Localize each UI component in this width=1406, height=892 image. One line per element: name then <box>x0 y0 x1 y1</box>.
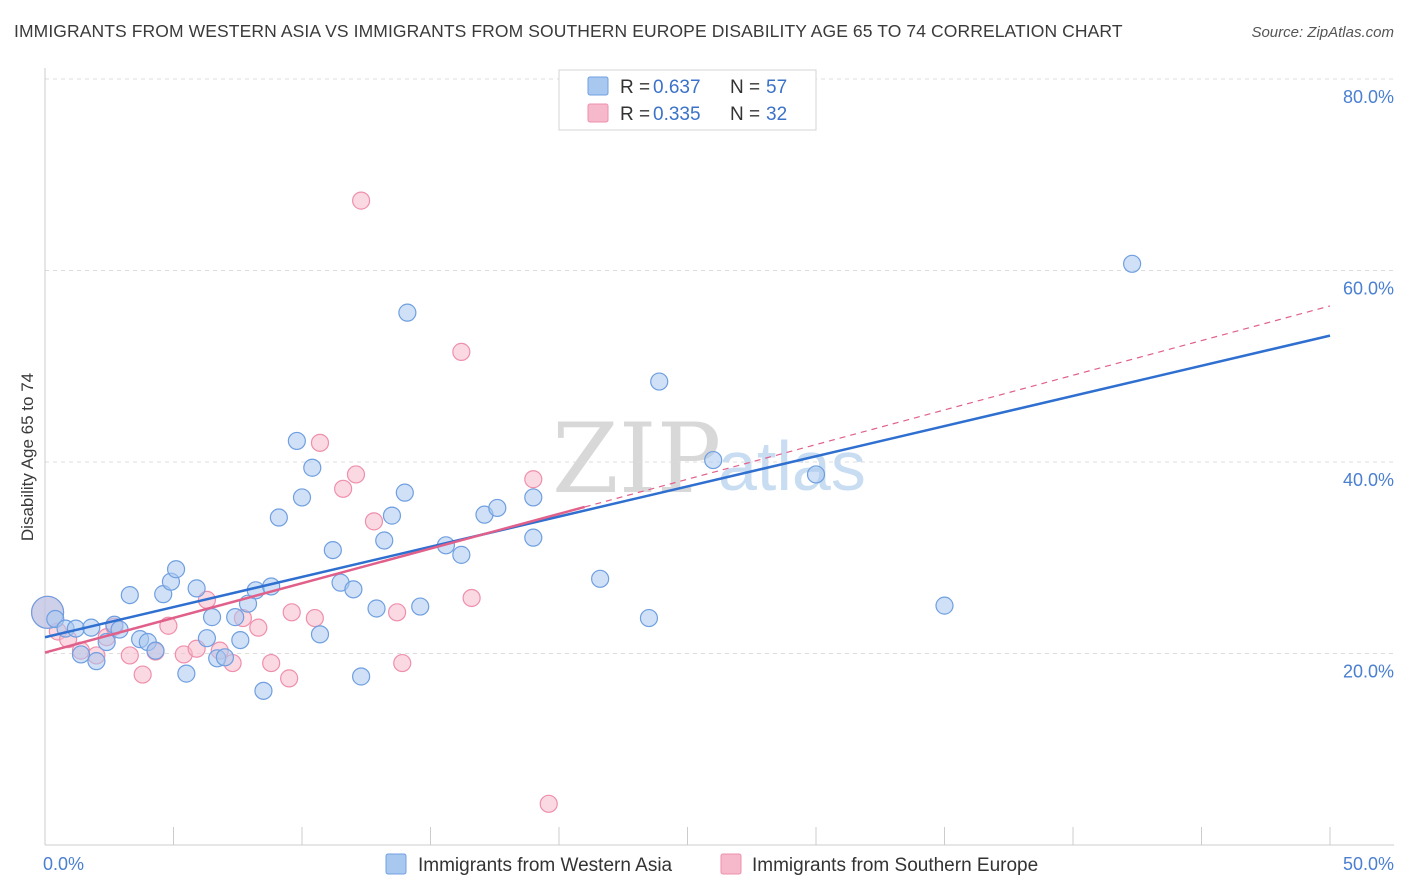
bottom-legend-pink-label: Immigrants from Southern Europe <box>752 855 1038 876</box>
data-point <box>262 653 281 673</box>
grid-lines <box>45 78 1394 654</box>
legend-blue-r-label: R = <box>620 77 655 98</box>
data-point <box>591 569 610 588</box>
data-point <box>231 630 250 650</box>
y-tick-label: 20.0% <box>1343 662 1394 682</box>
data-point <box>310 433 330 452</box>
data-point <box>120 646 139 665</box>
data-point <box>254 681 273 700</box>
data-point <box>71 645 91 664</box>
legend-pink-r-label: R = <box>620 104 655 125</box>
data-point <box>344 580 363 599</box>
data-point <box>387 603 407 622</box>
data-point <box>269 508 288 527</box>
data-point <box>280 669 299 688</box>
data-point <box>393 653 412 673</box>
data-point <box>524 488 543 507</box>
x-tick-label-max: 50.0% <box>1343 854 1394 874</box>
data-point <box>352 667 371 686</box>
legend-pink-swatch <box>587 103 609 123</box>
x-tick-label-min: 0.0% <box>43 854 84 874</box>
bottom-legend-blue-swatch <box>385 853 407 875</box>
data-point <box>187 579 206 598</box>
data-point <box>146 641 165 660</box>
data-point <box>292 488 312 507</box>
legend-blue-r-value: 0.637 <box>653 77 701 98</box>
data-point <box>452 545 471 564</box>
data-point <box>133 665 152 684</box>
legend-blue-swatch <box>587 76 609 96</box>
data-point <box>375 531 394 550</box>
data-point <box>704 450 723 470</box>
data-point <box>120 585 139 605</box>
data-point <box>197 629 217 648</box>
data-point <box>524 528 543 547</box>
data-point <box>303 458 322 477</box>
y-axis-label: Disability Age 65 to 74 <box>18 373 37 541</box>
bottom-legend-blue-label: Immigrants from Western Asia <box>418 855 673 876</box>
watermark-atlas: atlas <box>718 427 866 505</box>
data-point <box>346 465 366 484</box>
data-point <box>382 506 402 525</box>
data-point <box>305 608 324 628</box>
data-point <box>364 512 384 531</box>
data-point <box>226 608 245 627</box>
data-point <box>202 608 222 627</box>
data-point <box>282 603 301 622</box>
data-point <box>650 372 669 391</box>
data-point <box>806 465 826 484</box>
source-credit: Source: ZipAtlas.com <box>1251 24 1394 41</box>
bottom-legend-pink-swatch <box>720 853 742 875</box>
data-point <box>287 431 306 451</box>
watermark-zip: ZIP <box>552 403 721 515</box>
stats-legend: R = 0.637 N = 57 R = 0.335 N = 32 <box>558 69 817 131</box>
chart-title: IMMIGRANTS FROM WESTERN ASIA VS IMMIGRAN… <box>14 21 1123 41</box>
data-point <box>166 560 186 579</box>
data-point <box>352 191 371 210</box>
data-point <box>411 597 430 616</box>
data-point <box>488 498 507 518</box>
trend-lines <box>44 305 1331 654</box>
y-tick-label: 60.0% <box>1343 279 1394 299</box>
legend-blue-n-label: N = <box>730 77 765 98</box>
data-point <box>177 664 196 683</box>
legend-pink-n-value: 32 <box>766 104 787 125</box>
data-point <box>334 479 353 498</box>
y-tick-label: 80.0% <box>1343 87 1394 107</box>
data-point <box>1123 254 1142 273</box>
data-point <box>215 648 234 667</box>
data-point <box>539 794 558 813</box>
legend-pink-n-label: N = <box>730 104 765 125</box>
data-point <box>249 618 268 637</box>
data-point <box>398 303 417 322</box>
data-point <box>462 588 481 608</box>
axes <box>44 68 1394 846</box>
pink-trend-line-extension <box>584 305 1331 508</box>
series-legend: Immigrants from Western Asia Immigrants … <box>385 853 1038 876</box>
legend-pink-r-value: 0.335 <box>653 104 701 125</box>
legend-blue-n-value: 57 <box>766 77 787 98</box>
data-point <box>935 596 954 615</box>
data-point <box>323 540 342 560</box>
data-point <box>367 599 386 618</box>
data-point <box>452 342 471 361</box>
data-point <box>639 608 659 628</box>
y-tick-labels: 20.0% 40.0% 60.0% 80.0% <box>1343 87 1394 682</box>
data-point <box>395 483 414 502</box>
data-point <box>524 470 543 489</box>
pink-trend-line <box>44 505 586 654</box>
data-point <box>87 652 106 671</box>
blue-trend-line <box>44 334 1331 639</box>
y-tick-label: 40.0% <box>1343 470 1394 490</box>
data-point <box>310 625 330 644</box>
